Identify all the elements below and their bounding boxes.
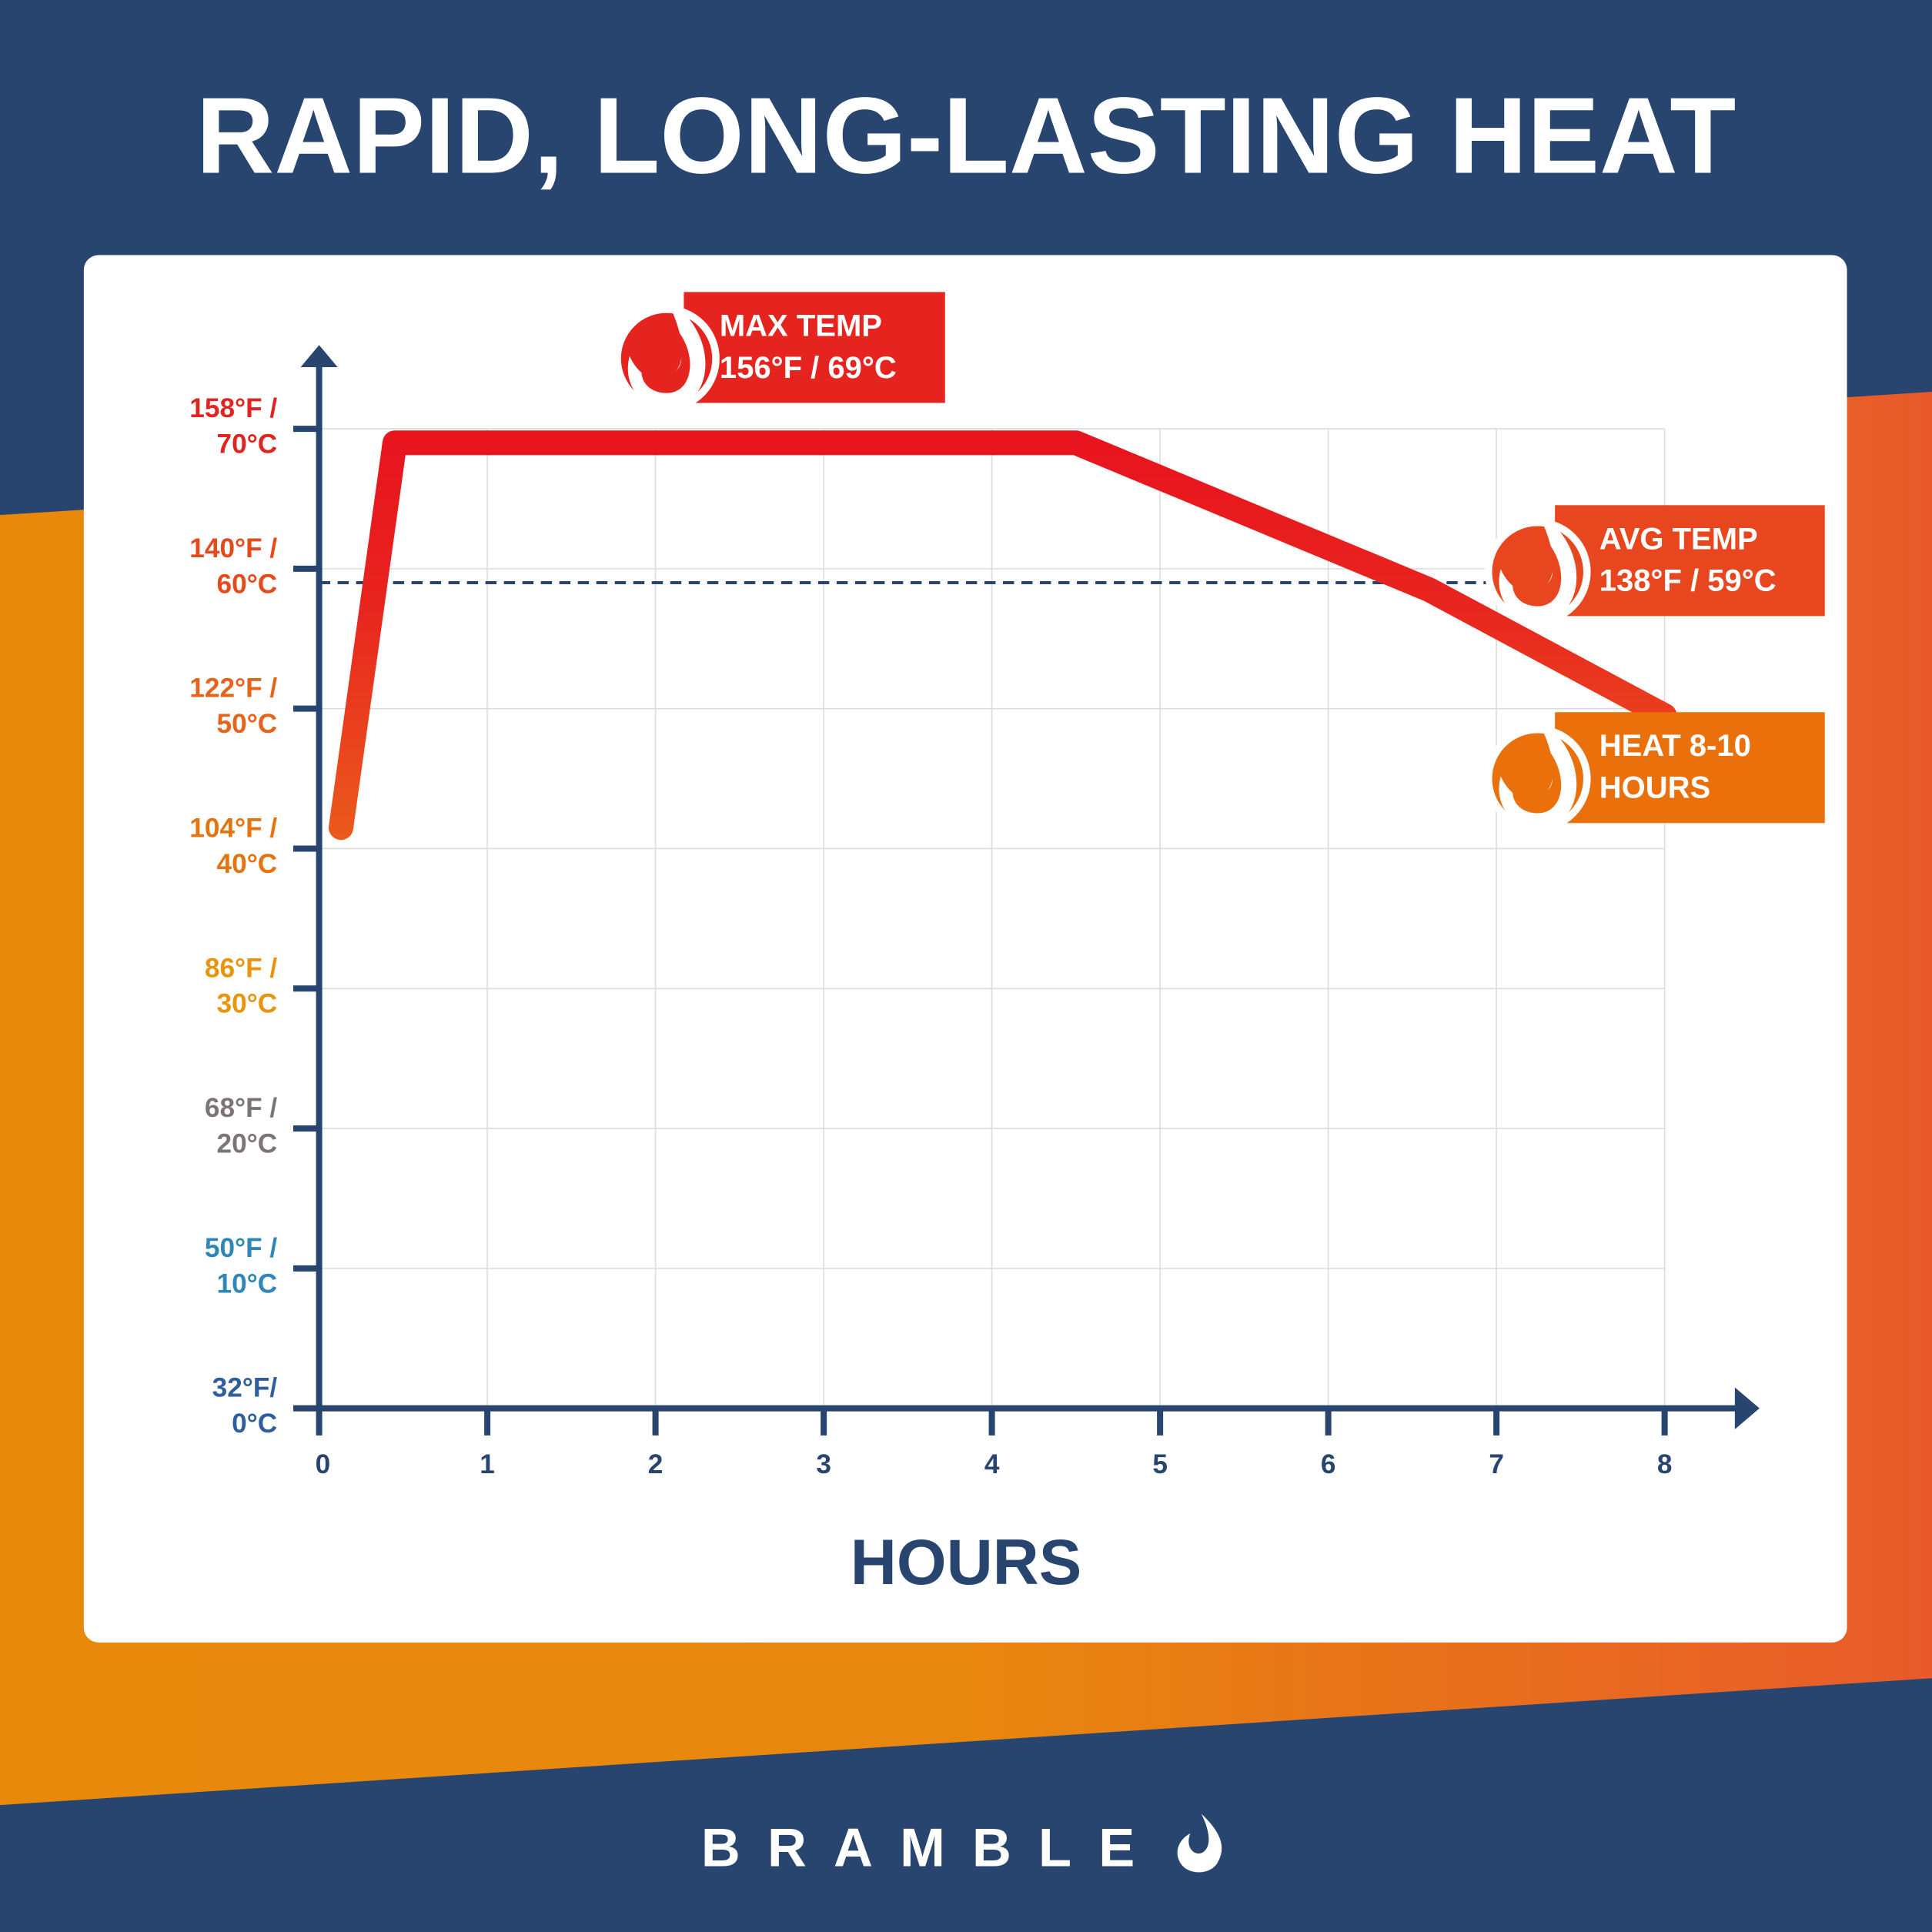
x-tick-label: 0 bbox=[316, 1449, 331, 1479]
brand-flame bbox=[1177, 1813, 1222, 1873]
x-tick-label: 4 bbox=[984, 1449, 1000, 1479]
y-tick-label: 68°F /20°C bbox=[205, 1093, 278, 1158]
chart-title: RAPID, LONG-LASTING HEAT bbox=[196, 74, 1736, 196]
x-tick-label: 5 bbox=[1152, 1449, 1168, 1479]
x-axis-label: HOURS bbox=[851, 1526, 1082, 1598]
x-tick-label: 1 bbox=[480, 1449, 495, 1479]
x-tick-label: 7 bbox=[1489, 1449, 1504, 1479]
annotations: MAX TEMP 156°F / 69°C AVG TEMP 138°F / 59°C… bbox=[613, 292, 1825, 832]
temperature-line bbox=[328, 430, 1677, 841]
annotation-text: 138°F / 59°C bbox=[1599, 564, 1777, 598]
flame-inner bbox=[1513, 534, 1562, 607]
annotation-box bbox=[1555, 712, 1825, 824]
annotation-text: HOURS bbox=[1599, 771, 1710, 805]
annotation-box bbox=[684, 292, 945, 403]
y-tick-label: 158°F /70°C bbox=[189, 393, 277, 459]
x-axis-arrow bbox=[1734, 1387, 1760, 1429]
annotation-text: MAX TEMP bbox=[720, 309, 882, 343]
annotation-text: AVG TEMP bbox=[1599, 522, 1758, 556]
x-tick-label: 2 bbox=[648, 1449, 663, 1479]
brand-logo: BRAMBLE bbox=[701, 1817, 1162, 1878]
flame-inner bbox=[1513, 741, 1562, 814]
y-tick-label: 104°F /40°C bbox=[189, 814, 277, 879]
y-axis-arrow bbox=[300, 345, 338, 368]
annotation-text: 156°F / 69°C bbox=[720, 351, 897, 385]
y-tick-label: 32°F/0°C bbox=[212, 1373, 278, 1439]
x-tick-label: 8 bbox=[1657, 1449, 1673, 1479]
y-tick-label: 50°F /10°C bbox=[205, 1233, 278, 1299]
annotation-text: HEAT 8-10 bbox=[1599, 729, 1751, 763]
annotation-box bbox=[1555, 505, 1825, 617]
flame-inner bbox=[641, 321, 690, 393]
y-tick-label: 140°F /60°C bbox=[189, 533, 277, 599]
card bbox=[83, 255, 1847, 1643]
x-tick-label: 3 bbox=[816, 1449, 831, 1479]
x-tick-label: 6 bbox=[1321, 1449, 1336, 1479]
y-tick-label: 86°F /30°C bbox=[205, 954, 278, 1019]
y-tick-label: 122°F /50°C bbox=[189, 674, 277, 739]
